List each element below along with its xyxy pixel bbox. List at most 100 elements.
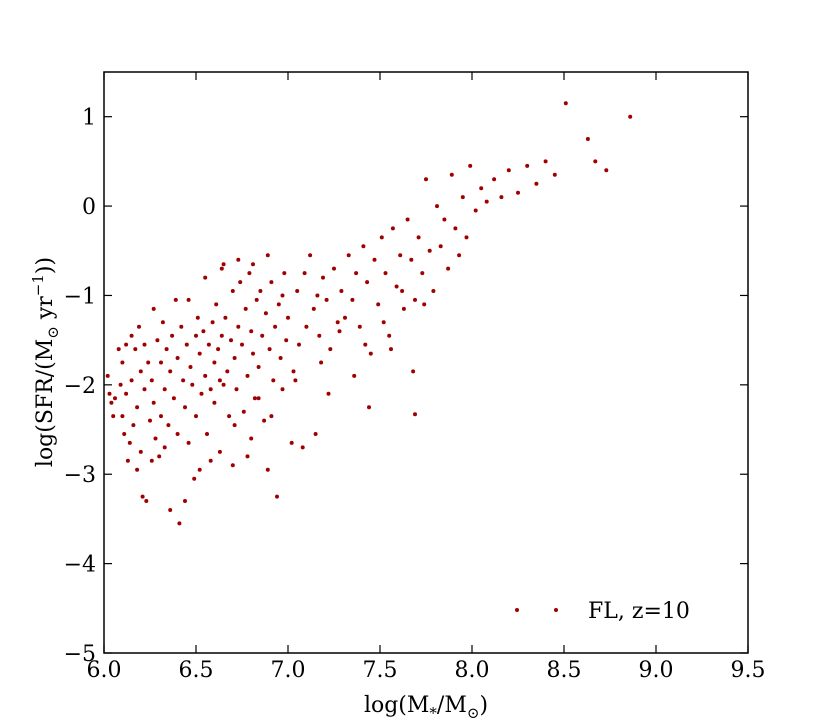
data-point bbox=[252, 396, 257, 401]
data-point bbox=[175, 356, 180, 360]
data-point bbox=[138, 369, 143, 374]
data-point bbox=[171, 396, 176, 401]
data-point bbox=[390, 226, 395, 231]
x-tick-label: 7.0 bbox=[271, 658, 306, 683]
x-tick-label: 8.0 bbox=[455, 658, 490, 683]
data-point bbox=[534, 181, 539, 186]
data-point bbox=[457, 253, 462, 258]
data-point bbox=[365, 280, 370, 285]
data-point bbox=[267, 347, 272, 352]
data-point bbox=[332, 266, 336, 271]
data-point bbox=[118, 382, 123, 387]
data-point bbox=[492, 177, 497, 182]
data-point bbox=[317, 333, 322, 338]
data-point bbox=[241, 409, 246, 414]
data-point bbox=[162, 387, 167, 392]
data-point bbox=[195, 315, 200, 320]
data-point bbox=[149, 378, 154, 383]
data-point bbox=[205, 432, 209, 436]
data-point bbox=[197, 467, 202, 472]
data-point bbox=[449, 172, 454, 177]
data-point bbox=[367, 405, 371, 410]
data-point bbox=[361, 244, 366, 249]
data-point bbox=[420, 271, 425, 276]
data-point bbox=[280, 387, 285, 392]
data-point bbox=[203, 373, 208, 378]
data-point bbox=[260, 333, 265, 338]
data-point bbox=[214, 302, 219, 307]
data-point bbox=[319, 360, 324, 365]
data-point bbox=[269, 280, 274, 285]
data-point bbox=[251, 351, 255, 356]
data-point bbox=[413, 297, 417, 302]
data-point bbox=[628, 114, 633, 119]
data-point bbox=[262, 418, 267, 423]
data-point bbox=[381, 320, 386, 325]
data-point bbox=[247, 271, 252, 276]
data-point bbox=[282, 271, 287, 276]
data-point bbox=[516, 190, 520, 195]
data-point bbox=[184, 342, 189, 347]
data-point bbox=[229, 338, 233, 343]
data-point bbox=[203, 275, 208, 280]
data-point bbox=[372, 257, 377, 262]
data-point bbox=[442, 217, 447, 222]
data-point bbox=[405, 217, 410, 222]
data-point bbox=[221, 262, 226, 267]
data-point bbox=[217, 378, 222, 383]
data-point bbox=[280, 293, 285, 298]
data-point bbox=[135, 467, 140, 472]
data-point bbox=[460, 195, 465, 200]
y-tick-label: −3 bbox=[64, 463, 96, 488]
data-point bbox=[284, 338, 289, 343]
data-point bbox=[300, 445, 305, 450]
data-point bbox=[122, 432, 127, 436]
data-point bbox=[409, 257, 414, 262]
data-point bbox=[427, 248, 432, 253]
data-point bbox=[151, 306, 156, 311]
data-point bbox=[278, 356, 283, 360]
data-point bbox=[354, 271, 359, 276]
data-point bbox=[168, 369, 173, 374]
data-point bbox=[129, 378, 134, 383]
data-point bbox=[315, 293, 320, 298]
data-point bbox=[254, 297, 259, 302]
data-point bbox=[368, 351, 373, 356]
data-point bbox=[249, 329, 254, 334]
data-point bbox=[131, 423, 136, 428]
data-point bbox=[153, 436, 158, 441]
data-point bbox=[335, 320, 340, 325]
data-point bbox=[304, 324, 309, 329]
data-point bbox=[230, 463, 235, 468]
data-point bbox=[234, 387, 239, 392]
data-point bbox=[506, 168, 511, 173]
data-point bbox=[245, 454, 250, 459]
data-point bbox=[525, 163, 530, 168]
data-point bbox=[446, 266, 451, 271]
data-point bbox=[238, 280, 243, 285]
data-point bbox=[401, 306, 406, 311]
data-point bbox=[223, 315, 228, 320]
data-point bbox=[170, 333, 175, 338]
data-point bbox=[563, 101, 568, 106]
data-point bbox=[199, 391, 204, 396]
data-point bbox=[148, 418, 152, 423]
data-point bbox=[604, 168, 609, 173]
data-point bbox=[232, 423, 237, 428]
data-point bbox=[468, 163, 473, 168]
data-point bbox=[308, 253, 313, 258]
data-point bbox=[186, 440, 191, 445]
data-point bbox=[190, 382, 195, 387]
data-point bbox=[217, 449, 222, 454]
x-tick-label: 6.0 bbox=[87, 658, 122, 683]
data-point bbox=[585, 137, 590, 141]
data-point bbox=[543, 159, 548, 164]
data-point bbox=[219, 266, 224, 271]
data-point bbox=[129, 333, 134, 338]
data-point bbox=[243, 306, 248, 311]
data-point bbox=[230, 289, 235, 293]
data-point bbox=[346, 253, 351, 258]
data-point bbox=[297, 342, 301, 347]
scatter-points bbox=[105, 101, 633, 526]
